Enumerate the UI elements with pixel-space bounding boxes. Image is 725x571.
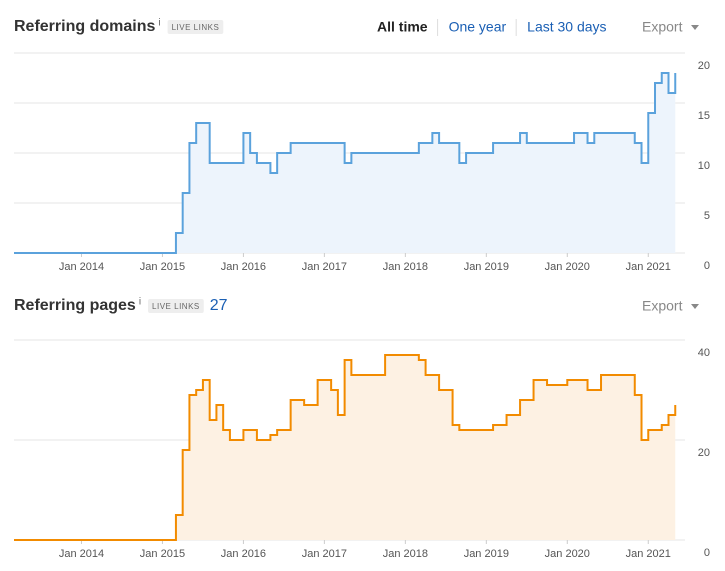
x-tick-label: Jan 2019 xyxy=(464,261,509,273)
y-tick-label: 15 xyxy=(698,110,710,122)
export-button[interactable]: Export xyxy=(642,19,683,35)
chart-title: Referring pages xyxy=(14,297,136,314)
dropdown-arrow xyxy=(691,25,699,30)
info-icon[interactable]: i xyxy=(139,297,141,308)
filter[interactable]: One year xyxy=(449,19,507,35)
line xyxy=(14,354,677,541)
x-tick-label: Jan 2014 xyxy=(59,261,104,273)
x-tick-label: Jan 2017 xyxy=(302,548,347,560)
dropdown-arrow xyxy=(691,304,699,309)
x-tick-label: Jan 2021 xyxy=(626,261,671,273)
x-tick-label: Jan 2015 xyxy=(140,261,185,273)
x-tick-label: Jan 2020 xyxy=(545,261,590,273)
y-tick-label: 20 xyxy=(698,447,710,459)
x-tick-label: Jan 2018 xyxy=(383,548,428,560)
y-tick-label: 20 xyxy=(698,60,710,72)
badge-bg xyxy=(148,299,204,313)
line xyxy=(14,72,677,254)
x-tick-label: Jan 2016 xyxy=(221,548,266,560)
badge: LIVE LINKS xyxy=(152,302,200,311)
y-tick-label: 0 xyxy=(704,547,710,559)
x-tick-label: Jan 2014 xyxy=(59,548,104,560)
y-tick-label: 5 xyxy=(704,210,710,222)
y-tick-label: 40 xyxy=(698,347,710,359)
y-tick-label: 0 xyxy=(704,260,710,272)
x-tick-label: Jan 2018 xyxy=(383,261,428,273)
x-tick-label: Jan 2016 xyxy=(221,261,266,273)
chart-title: Referring domains xyxy=(14,18,155,35)
filter[interactable]: Last 30 days xyxy=(527,19,606,35)
y-tick-label: 10 xyxy=(698,160,710,172)
export-button[interactable]: Export xyxy=(642,298,683,314)
filter[interactable]: All time xyxy=(377,19,428,35)
x-tick-label: Jan 2015 xyxy=(140,548,185,560)
badge: LIVE LINKS xyxy=(172,23,220,32)
area xyxy=(14,355,676,540)
x-tick-label: Jan 2020 xyxy=(545,548,590,560)
count[interactable]: 27 xyxy=(210,297,228,314)
info-icon[interactable]: i xyxy=(158,18,160,29)
x-tick-label: Jan 2017 xyxy=(302,261,347,273)
badge-bg xyxy=(167,20,224,34)
x-tick-label: Jan 2021 xyxy=(626,548,671,560)
x-tick-label: Jan 2019 xyxy=(464,548,509,560)
